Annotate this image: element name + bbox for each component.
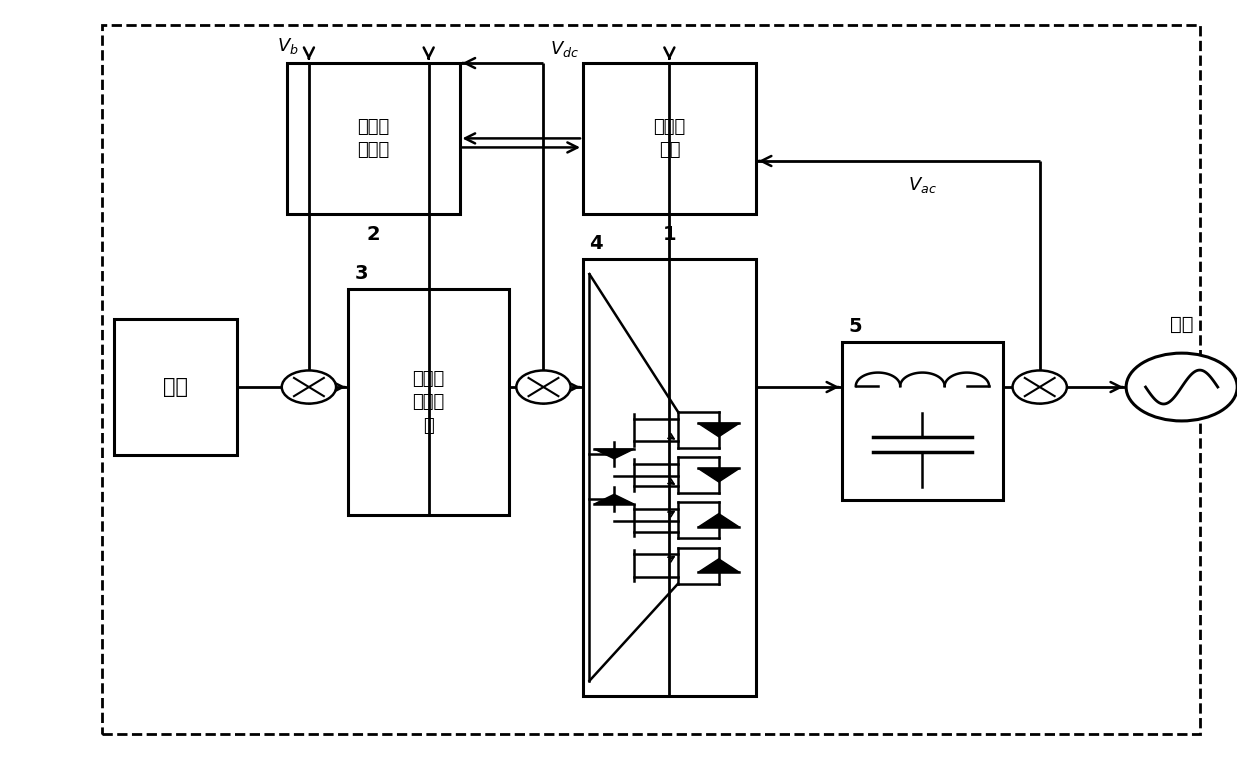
Polygon shape — [594, 494, 634, 504]
Text: 并网控
制器: 并网控 制器 — [653, 118, 686, 159]
Text: 4: 4 — [589, 234, 603, 253]
Text: 电网: 电网 — [1169, 315, 1193, 334]
Polygon shape — [698, 424, 739, 436]
Text: $V_{ac}$: $V_{ac}$ — [908, 175, 937, 194]
Text: 充放电
控制器: 充放电 控制器 — [357, 118, 389, 159]
Text: 3: 3 — [355, 264, 368, 283]
Text: $V_b$: $V_b$ — [278, 36, 299, 55]
Circle shape — [1013, 370, 1066, 404]
Circle shape — [281, 370, 336, 404]
Polygon shape — [698, 514, 739, 528]
Bar — [114, 320, 237, 455]
Text: $V_{dc}$: $V_{dc}$ — [549, 39, 579, 59]
Text: 电池: 电池 — [164, 377, 188, 397]
Bar — [102, 25, 1200, 734]
Text: 5: 5 — [848, 317, 862, 335]
Circle shape — [516, 370, 570, 404]
Polygon shape — [698, 559, 739, 572]
Bar — [286, 63, 460, 214]
Text: 2: 2 — [366, 225, 379, 244]
Text: 1: 1 — [662, 225, 676, 244]
Text: 直流充
放电单
元: 直流充 放电单 元 — [413, 370, 445, 435]
Polygon shape — [594, 449, 634, 458]
Bar — [348, 289, 508, 515]
Polygon shape — [698, 468, 739, 482]
Bar — [583, 259, 756, 696]
Bar — [842, 342, 1003, 500]
Circle shape — [1126, 353, 1238, 421]
Bar — [583, 63, 756, 214]
